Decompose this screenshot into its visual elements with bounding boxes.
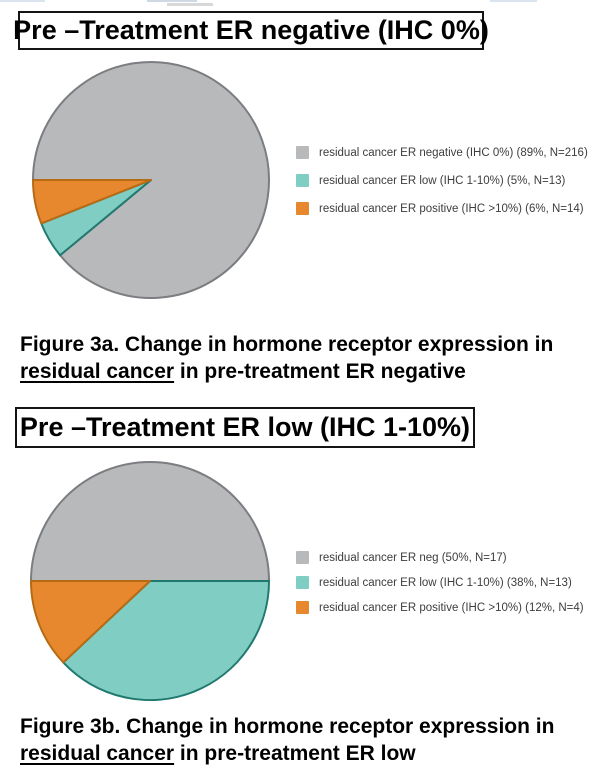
legend-swatch — [296, 202, 309, 215]
caption-text: in pre-treatment ER negative — [174, 360, 466, 383]
caption-underlined-text: residual cancer — [20, 742, 175, 765]
caption-line: residual cancer in pre-treatment ER low — [20, 740, 590, 767]
screen-artifact — [0, 0, 45, 2]
pie-slice-er-positive — [32, 179, 152, 225]
legend-label: residual cancer ER low (IHC 1-10%) (5%, … — [319, 174, 566, 187]
figure-3a-title: Pre –Treatment ER negative (IHC 0%) — [13, 15, 489, 45]
figure-3b-title-box: Pre –Treatment ER low (IHC 1-10%) — [15, 407, 475, 448]
pie-3b-legend: residual cancer ER neg (50%, N=17) residu… — [296, 551, 584, 626]
legend-swatch — [296, 551, 309, 564]
legend-item: residual cancer ER low (IHC 1-10%) (38%,… — [296, 576, 584, 589]
pie-slice-er-positive — [30, 580, 151, 664]
screen-artifact — [167, 3, 213, 6]
legend-swatch — [296, 146, 309, 159]
legend-label: residual cancer ER positive (IHC >10%) (… — [319, 601, 584, 614]
legend-item: residual cancer ER negative (IHC 0%) (89… — [296, 146, 588, 159]
pie-3a-legend: residual cancer ER negative (IHC 0%) (89… — [296, 146, 588, 230]
legend-item: residual cancer ER positive (IHC >10%) (… — [296, 601, 584, 614]
pie-chart-3a — [32, 61, 270, 299]
pie-chart-3b — [30, 461, 270, 702]
screen-artifact — [490, 0, 537, 2]
legend-swatch — [296, 174, 309, 187]
legend-swatch — [296, 601, 309, 614]
legend-item: residual cancer ER low (IHC 1-10%) (5%, … — [296, 174, 588, 187]
legend-item: residual cancer ER positive (IHC >10%) (… — [296, 202, 588, 215]
legend-label: residual cancer ER neg (50%, N=17) — [319, 551, 507, 564]
legend-label: residual cancer ER positive (IHC >10%) (… — [319, 202, 584, 215]
figure-3a-caption: Figure 3a. Change in hormone receptor ex… — [20, 331, 590, 385]
pie-slice-er-negative — [30, 461, 270, 582]
figure-3a-title-box: Pre –Treatment ER negative (IHC 0%) — [13, 11, 489, 50]
screen-artifact — [147, 0, 197, 2]
caption-underlined-text: residual cancer — [20, 360, 175, 383]
legend-label: residual cancer ER low (IHC 1-10%) (38%,… — [319, 576, 572, 589]
caption-text: in pre-treatment ER low — [174, 742, 416, 765]
pie-slice-er-low — [62, 580, 270, 702]
legend-swatch — [296, 576, 309, 589]
figure-3b-title: Pre –Treatment ER low (IHC 1-10%) — [19, 412, 471, 442]
caption-line: Figure 3a. Change in hormone receptor ex… — [20, 333, 554, 356]
legend-label: residual cancer ER negative (IHC 0%) (89… — [319, 146, 588, 159]
caption-line: Figure 3b. Change in hormone receptor ex… — [20, 715, 555, 738]
caption-line: residual cancer in pre-treatment ER nega… — [20, 358, 590, 385]
figure-3b-caption: Figure 3b. Change in hormone receptor ex… — [20, 713, 590, 767]
legend-item: residual cancer ER neg (50%, N=17) — [296, 551, 584, 564]
